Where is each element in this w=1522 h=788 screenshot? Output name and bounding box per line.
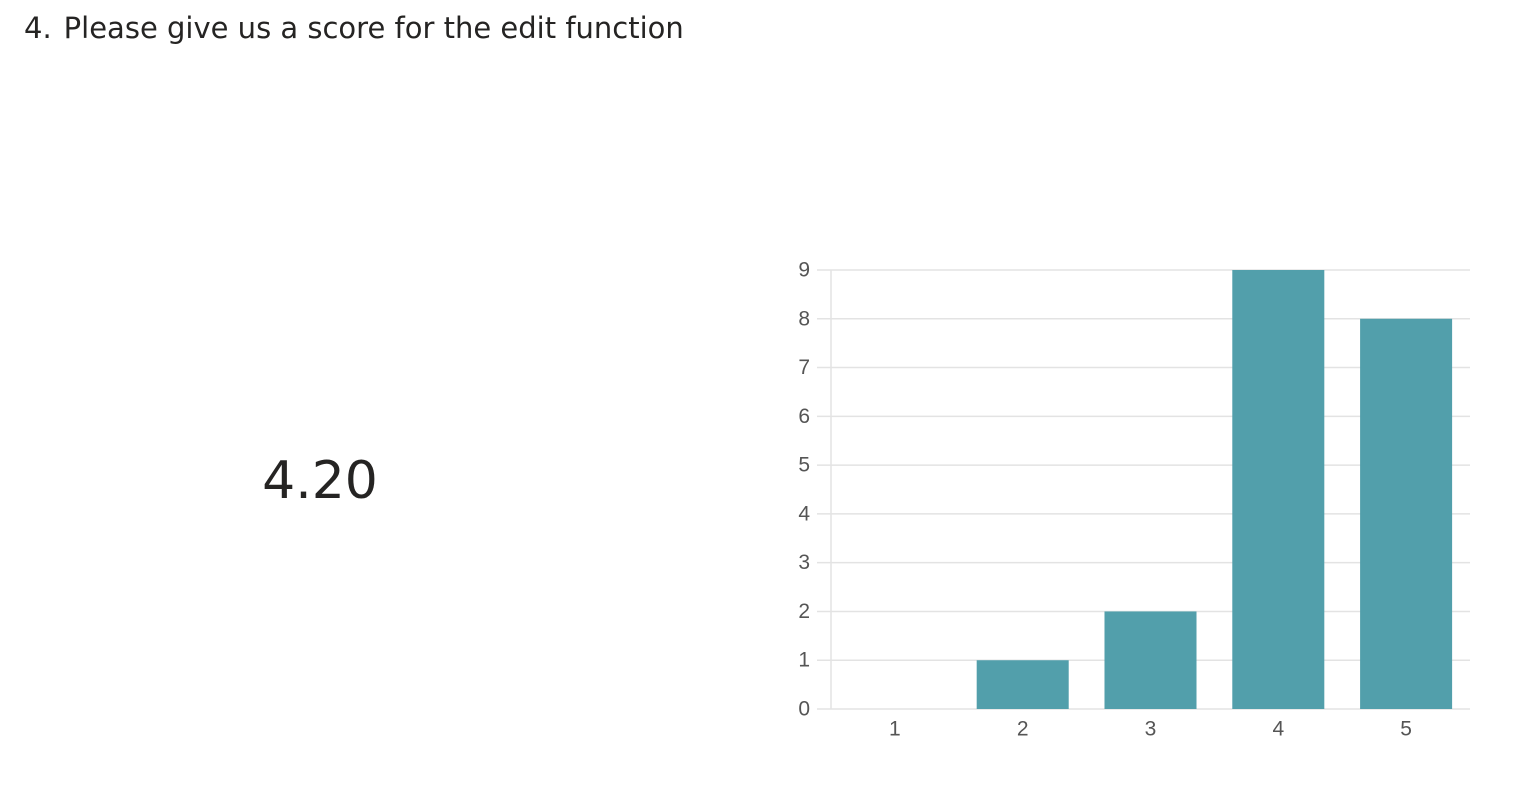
- x-tick-label: 5: [1400, 718, 1412, 741]
- x-tick-label: 1: [889, 718, 901, 741]
- x-tick-label: 2: [1017, 718, 1029, 741]
- chart-bars: [976, 270, 1453, 709]
- question-text: Please give us a score for the edit func…: [63, 11, 684, 45]
- y-tick-label: 8: [798, 307, 810, 330]
- x-tick-label: 3: [1145, 718, 1157, 741]
- y-tick-label: 3: [798, 551, 810, 574]
- bar-4: [1232, 270, 1325, 709]
- y-tick-label: 2: [798, 600, 810, 623]
- y-tick-label: 5: [798, 454, 810, 477]
- y-axis-tick-labels: 0 1 2 3 4 5 6 7 8 9: [798, 259, 810, 721]
- y-tick-label: 9: [798, 259, 810, 282]
- bar-2: [976, 660, 1069, 709]
- average-score: 4.20: [262, 451, 378, 511]
- bar-5: [1360, 318, 1453, 709]
- y-tick-label: 7: [798, 356, 810, 379]
- x-axis-tick-labels: 1 2 3 4 5: [889, 718, 1412, 741]
- question-title: 4. Please give us a score for the edit fu…: [24, 8, 684, 48]
- y-tick-label: 4: [798, 502, 810, 525]
- question-number: 4.: [24, 11, 52, 45]
- y-tick-label: 6: [798, 405, 810, 428]
- y-tick-label: 0: [798, 698, 810, 721]
- y-tick-label: 1: [798, 649, 810, 672]
- x-tick-label: 4: [1272, 718, 1284, 741]
- bar-3: [1104, 611, 1197, 709]
